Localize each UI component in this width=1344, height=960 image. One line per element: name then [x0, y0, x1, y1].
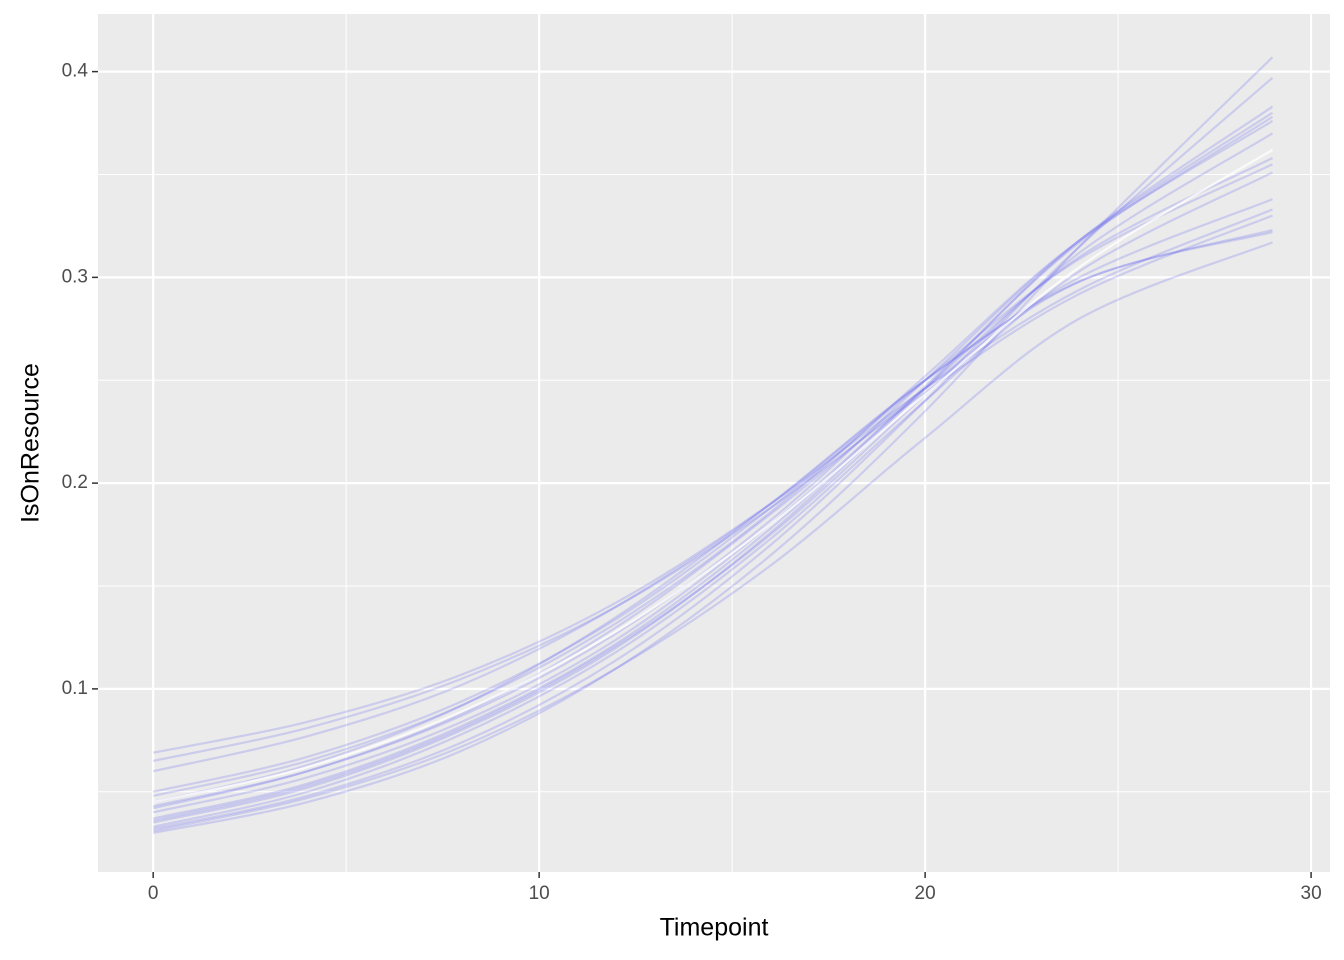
- y-tick-label: 0.3: [62, 266, 88, 287]
- x-tick-label: 20: [915, 883, 936, 904]
- series-line: [152, 105, 1274, 824]
- series-line: [152, 228, 1273, 804]
- x-tick-label: 30: [1301, 883, 1322, 904]
- y-axis-title: IsOnResource: [17, 363, 45, 523]
- series-line: [152, 241, 1273, 832]
- series-line: [152, 115, 1274, 820]
- series-line: [152, 208, 1273, 754]
- y-tick-label: 0.2: [62, 472, 88, 493]
- x-tick-label: 10: [529, 883, 550, 904]
- series-line: [152, 76, 1274, 830]
- series-line: [152, 132, 1274, 822]
- series-line: [152, 148, 1274, 804]
- x-axis-title: Timepoint: [660, 914, 769, 942]
- panel: [98, 14, 1330, 872]
- y-tick-label: 0.1: [62, 678, 88, 699]
- series-line: [152, 56, 1274, 834]
- series-line: [152, 214, 1273, 762]
- series-line: [152, 198, 1273, 773]
- y-tick-label: 0.4: [62, 61, 89, 82]
- series-line: [152, 171, 1273, 828]
- series-line: [152, 120, 1274, 797]
- x-tick-label: 0: [148, 883, 159, 904]
- series-line: [152, 163, 1273, 793]
- series-line: [152, 111, 1274, 808]
- series-line: [152, 231, 1273, 810]
- series-line: [152, 157, 1273, 814]
